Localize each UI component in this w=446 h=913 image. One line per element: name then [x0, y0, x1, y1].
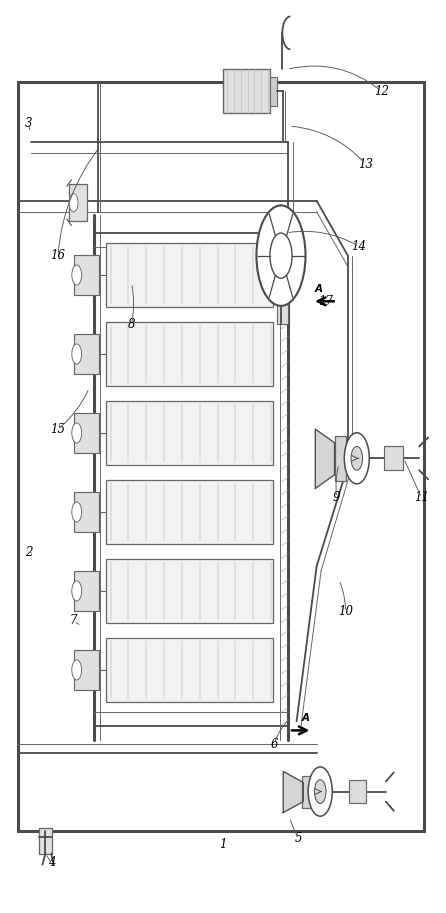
Text: 14: 14 [351, 240, 367, 253]
Bar [384, 446, 403, 470]
Circle shape [314, 780, 326, 803]
Text: 8: 8 [128, 318, 135, 331]
Bar [74, 650, 99, 690]
Bar [106, 321, 273, 386]
Bar [39, 828, 52, 854]
Text: 2: 2 [25, 546, 33, 559]
Circle shape [72, 423, 82, 443]
Bar [302, 776, 312, 808]
Bar [18, 82, 424, 831]
Text: 1: 1 [219, 838, 227, 851]
Circle shape [72, 344, 82, 364]
Circle shape [256, 205, 306, 306]
Text: 11: 11 [414, 491, 429, 504]
Bar [74, 413, 99, 453]
Bar [74, 334, 99, 374]
Polygon shape [315, 429, 334, 488]
Bar [74, 571, 99, 611]
Text: 4: 4 [48, 856, 55, 869]
Circle shape [270, 233, 292, 278]
Bar [349, 780, 366, 803]
Circle shape [72, 265, 82, 285]
Bar [106, 479, 273, 544]
Text: 9: 9 [333, 491, 340, 504]
Bar [277, 304, 288, 324]
Bar [106, 637, 273, 702]
Bar [223, 69, 270, 113]
Text: 13: 13 [358, 158, 373, 171]
Circle shape [72, 581, 82, 601]
Text: 10: 10 [338, 605, 353, 618]
Text: 7: 7 [70, 614, 77, 627]
Text: 12: 12 [374, 85, 389, 98]
Circle shape [308, 767, 332, 816]
Circle shape [351, 446, 363, 470]
Text: 17: 17 [318, 295, 333, 308]
Bar [106, 243, 273, 308]
Bar [69, 184, 87, 221]
Text: A: A [315, 284, 323, 294]
Text: 5: 5 [295, 832, 302, 845]
Bar [334, 436, 346, 481]
Bar [74, 492, 99, 532]
Bar [270, 77, 277, 106]
Text: 3: 3 [25, 117, 33, 130]
Text: 15: 15 [50, 423, 66, 436]
Circle shape [72, 660, 82, 680]
Text: 6: 6 [271, 738, 278, 750]
Text: A: A [302, 713, 310, 723]
Bar [74, 255, 99, 295]
Bar [106, 401, 273, 466]
Circle shape [344, 433, 369, 484]
Bar [106, 559, 273, 624]
Text: 16: 16 [50, 249, 66, 262]
Circle shape [72, 502, 82, 522]
Polygon shape [283, 771, 303, 813]
Circle shape [69, 194, 78, 212]
